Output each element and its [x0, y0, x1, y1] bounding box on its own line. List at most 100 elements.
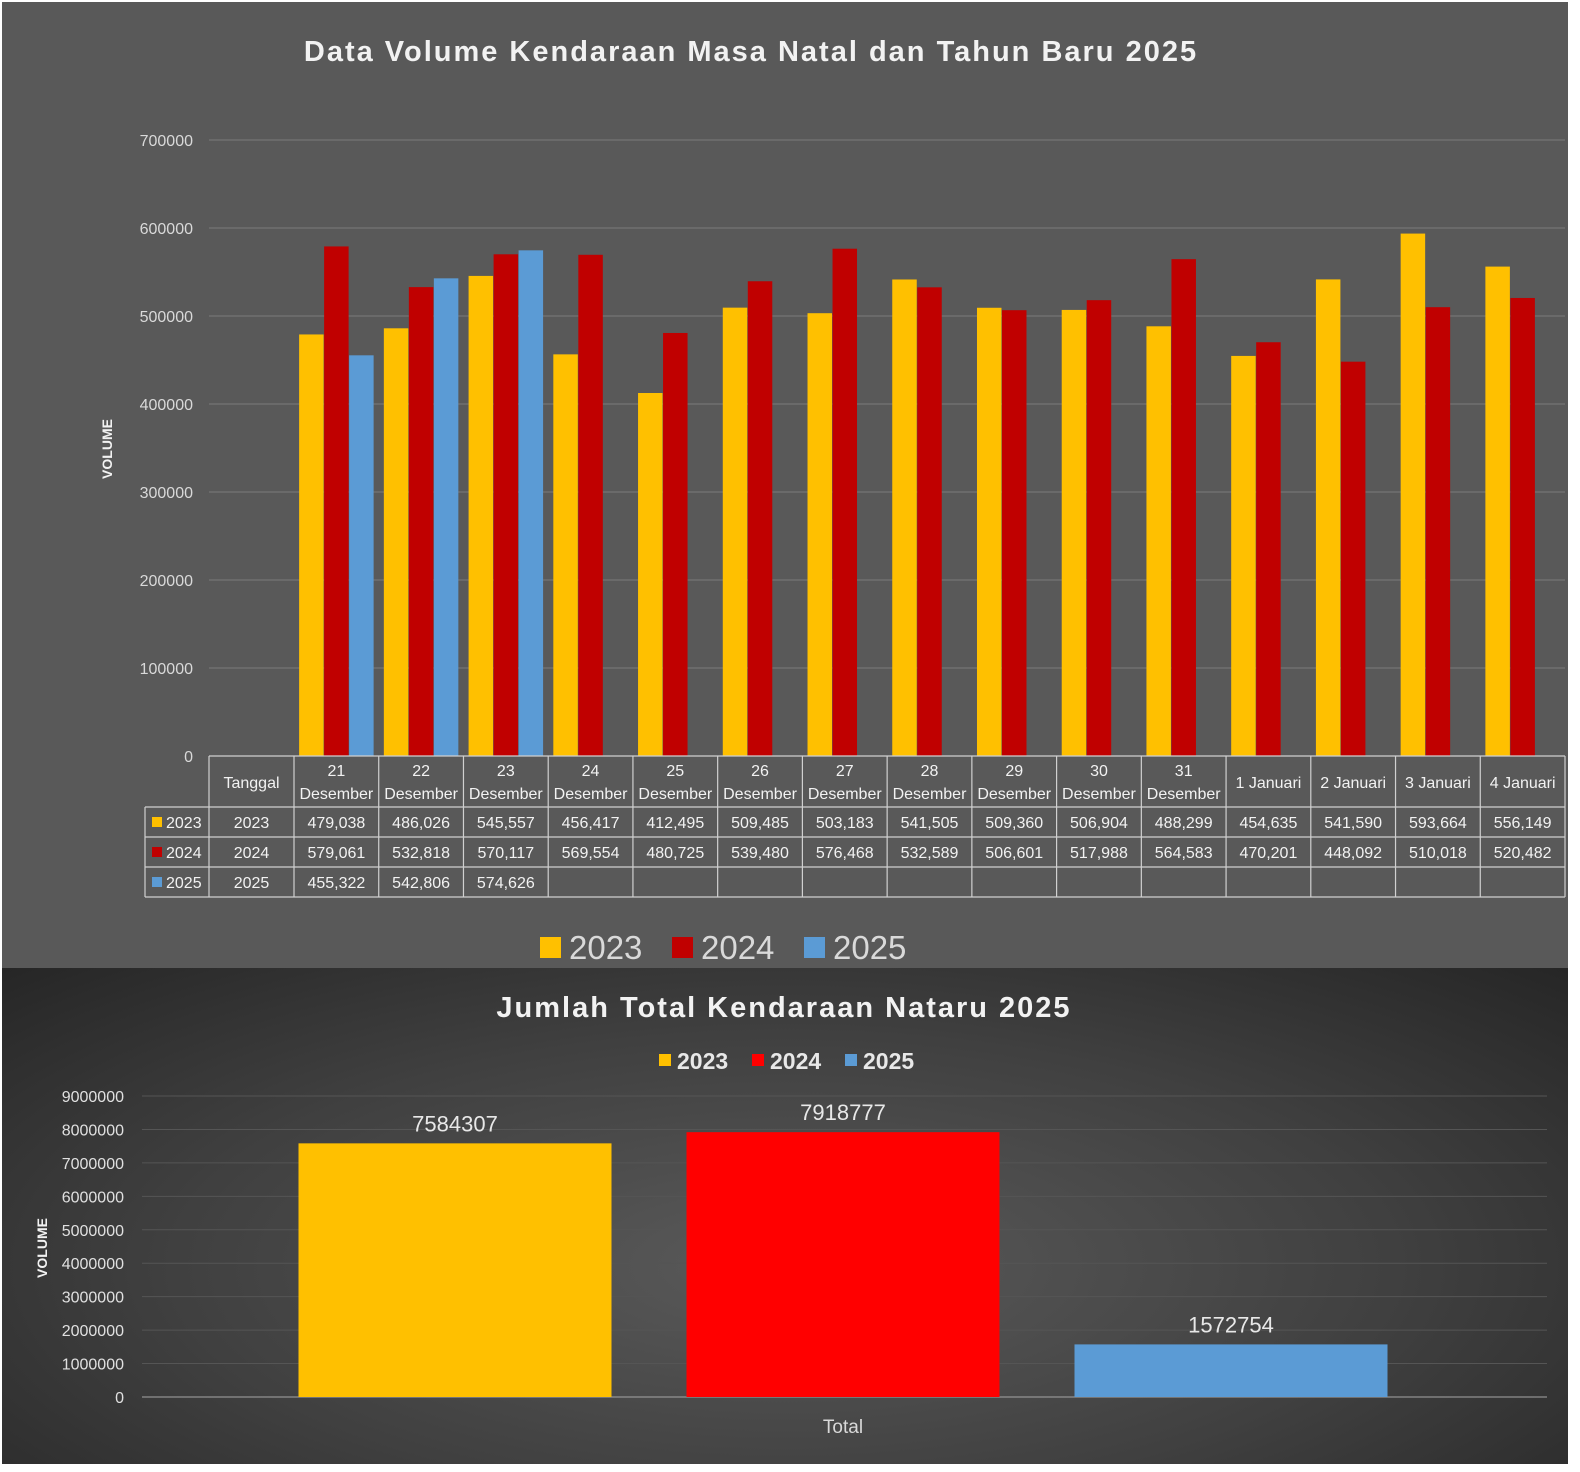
- chart2-legend-label-2025: 2025: [863, 1048, 914, 1074]
- table-data-label: 506,601: [985, 845, 1043, 862]
- table-category-label: Desember: [1062, 786, 1136, 803]
- chart1-bar-2024: [832, 248, 858, 756]
- table-data-label: 456,417: [562, 815, 620, 832]
- chart1-bar-2024: [663, 332, 688, 756]
- legend-key-2024: [672, 937, 693, 958]
- chart1-bar-2023: [383, 328, 409, 756]
- chart2-y-tick-label: 1000000: [62, 1357, 124, 1374]
- table-data-label: 532,818: [392, 845, 450, 862]
- table-data-label: 455,322: [307, 875, 365, 892]
- daily-volume-chart-panel: Data Volume Kendaraan Masa Natal dan Tah…: [2, 2, 1568, 968]
- table-category-label: 31: [1175, 763, 1193, 780]
- table-row-label: 2025: [234, 875, 270, 892]
- chart2-y-tick-label: 0: [115, 1390, 124, 1407]
- chart2-bar-2023: [298, 1143, 612, 1397]
- table-data-label: 509,485: [731, 815, 789, 832]
- chart1-bar-2024: [917, 287, 942, 756]
- chart2-y-axis-label: VOLUME: [34, 1218, 50, 1278]
- chart2-bar-2025: [1074, 1344, 1388, 1397]
- chart2-bar-2024: [686, 1132, 1000, 1397]
- table-category-label: 22: [412, 763, 430, 780]
- table-data-label: 520,482: [1494, 845, 1552, 862]
- table-data-label: 541,590: [1324, 815, 1382, 832]
- chart1-bar-2024: [1256, 342, 1281, 756]
- chart2-data-label-2024: 7918777: [800, 1100, 886, 1125]
- chart1-bar-2023: [1315, 279, 1341, 756]
- chart1-bar-2023: [1485, 266, 1510, 756]
- chart1-bar-2024: [1086, 300, 1112, 756]
- chart2-legend-key-2024: [752, 1054, 764, 1066]
- table-category-label: 26: [751, 763, 769, 780]
- table-data-label: 556,149: [1494, 815, 1552, 832]
- legend-label-2025: 2025: [833, 929, 906, 966]
- table-category-label: 24: [582, 763, 600, 780]
- chart1-y-axis-label: VOLUME: [99, 419, 115, 479]
- table-category-label: 3 Januari: [1405, 775, 1471, 792]
- chart1-bar-2024: [1510, 297, 1535, 756]
- chart1-bar-2024: [493, 254, 519, 756]
- daily-volume-chart: Data Volume Kendaraan Masa Natal dan Tah…: [99, 36, 1566, 966]
- table-category-label: 29: [1005, 763, 1023, 780]
- chart1-bar-2024: [578, 254, 603, 756]
- chart1-bar-2023: [1231, 355, 1256, 756]
- table-data-label: 479,038: [307, 815, 365, 832]
- table-data-label: 480,725: [646, 845, 704, 862]
- table-legend-key-2025: [152, 877, 162, 887]
- table-data-label: 506,904: [1070, 815, 1128, 832]
- chart1-bar-2024: [1171, 259, 1196, 756]
- table-category-label: Desember: [554, 786, 628, 803]
- chart1-bar-2024: [1425, 307, 1451, 756]
- chart1-bar-2023: [468, 275, 494, 756]
- chart1-y-tick-label: 100000: [140, 661, 193, 678]
- table-data-label: 569,554: [562, 845, 620, 862]
- table-row-key-label: 2023: [166, 815, 202, 832]
- chart1-bar-2025: [518, 250, 544, 757]
- table-data-label: 448,092: [1324, 845, 1382, 862]
- chart2-legend-label-2024: 2024: [770, 1048, 821, 1074]
- chart1-bar-2023: [1146, 326, 1171, 756]
- legend-key-2023: [540, 937, 561, 958]
- table-header-tanggal: Tanggal: [223, 775, 279, 792]
- table-data-label: 412,495: [646, 815, 704, 832]
- table-category-label: 25: [666, 763, 684, 780]
- chart2-data-label-2025: 1572754: [1188, 1312, 1274, 1337]
- chart2-y-tick-label: 7000000: [62, 1156, 124, 1173]
- table-data-label: 488,299: [1155, 815, 1213, 832]
- table-data-label: 517,988: [1070, 845, 1128, 862]
- table-data-label: 509,360: [985, 815, 1043, 832]
- chart1-bar-2023: [299, 334, 324, 756]
- table-row-label: 2023: [234, 815, 270, 832]
- chart1-y-tick-label: 700000: [140, 133, 193, 150]
- table-category-label: 28: [921, 763, 939, 780]
- table-data-label: 574,626: [477, 875, 535, 892]
- table-category-label: 23: [497, 763, 515, 780]
- chart1-bar-2023: [976, 307, 1002, 756]
- table-category-label: 1 Januari: [1236, 775, 1302, 792]
- total-volume-chart: Jumlah Total Kendaraan Nataru 2025 VOLUM…: [34, 992, 1547, 1438]
- table-data-label: 542,806: [392, 875, 450, 892]
- table-category-label: 27: [836, 763, 854, 780]
- chart1-y-tick-label: 500000: [140, 309, 193, 326]
- table-category-label: Desember: [723, 786, 797, 803]
- table-data-label: 532,589: [901, 845, 959, 862]
- total-volume-chart-panel: Jumlah Total Kendaraan Nataru 2025 VOLUM…: [2, 968, 1568, 1464]
- chart2-title: Jumlah Total Kendaraan Nataru 2025: [496, 992, 1071, 1024]
- table-data-label: 564,583: [1155, 845, 1213, 862]
- chart1-bar-2024: [324, 246, 349, 756]
- chart2-x-axis-label: Total: [823, 1417, 863, 1438]
- chart1-bar-2024: [747, 281, 773, 756]
- table-row-key-label: 2024: [166, 845, 202, 862]
- table-data-label: 470,201: [1240, 845, 1298, 862]
- chart2-y-tick-label: 2000000: [62, 1323, 124, 1340]
- chart1-bar-2023: [892, 279, 917, 756]
- chart1-bar-2024: [1340, 361, 1366, 756]
- table-data-label: 579,061: [307, 845, 365, 862]
- chart2-data-label-2023: 7584307: [412, 1111, 498, 1136]
- table-data-label: 503,183: [816, 815, 874, 832]
- chart1-y-tick-label: 300000: [140, 485, 193, 502]
- chart1-bar-2024: [408, 287, 434, 756]
- table-category-label: 21: [327, 763, 345, 780]
- table-data-label: 541,505: [901, 815, 959, 832]
- chart2-legend-label-2023: 2023: [677, 1048, 728, 1074]
